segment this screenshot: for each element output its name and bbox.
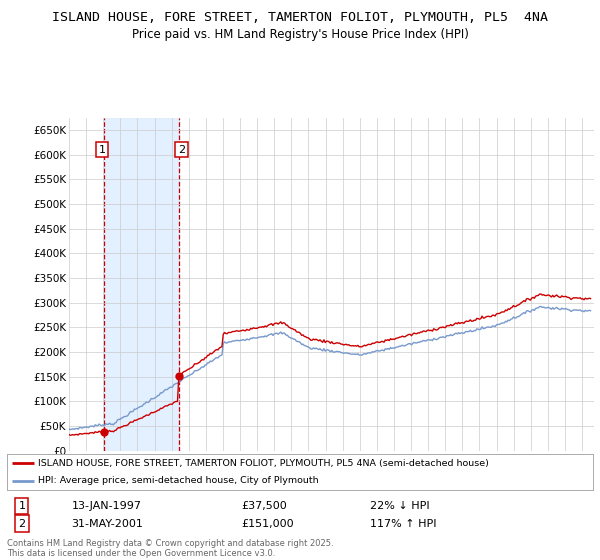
Text: 22% ↓ HPI: 22% ↓ HPI — [370, 501, 430, 511]
Text: ISLAND HOUSE, FORE STREET, TAMERTON FOLIOT, PLYMOUTH, PL5 4NA (semi-detached hou: ISLAND HOUSE, FORE STREET, TAMERTON FOLI… — [38, 459, 488, 468]
Bar — [104, 118, 179, 451]
Text: 1: 1 — [98, 144, 106, 155]
Text: Price paid vs. HM Land Registry's House Price Index (HPI): Price paid vs. HM Land Registry's House … — [131, 28, 469, 41]
Text: HPI: Average price, semi-detached house, City of Plymouth: HPI: Average price, semi-detached house,… — [38, 477, 318, 486]
Text: 117% ↑ HPI: 117% ↑ HPI — [370, 519, 437, 529]
Text: 31-MAY-2001: 31-MAY-2001 — [71, 519, 143, 529]
Text: 2: 2 — [178, 144, 185, 155]
Text: 2: 2 — [18, 519, 25, 529]
Text: 1: 1 — [19, 501, 25, 511]
Text: 13-JAN-1997: 13-JAN-1997 — [71, 501, 142, 511]
Text: £37,500: £37,500 — [241, 501, 287, 511]
Text: £151,000: £151,000 — [241, 519, 294, 529]
Text: ISLAND HOUSE, FORE STREET, TAMERTON FOLIOT, PLYMOUTH, PL5  4NA: ISLAND HOUSE, FORE STREET, TAMERTON FOLI… — [52, 11, 548, 24]
Text: Contains HM Land Registry data © Crown copyright and database right 2025.
This d: Contains HM Land Registry data © Crown c… — [7, 539, 334, 558]
